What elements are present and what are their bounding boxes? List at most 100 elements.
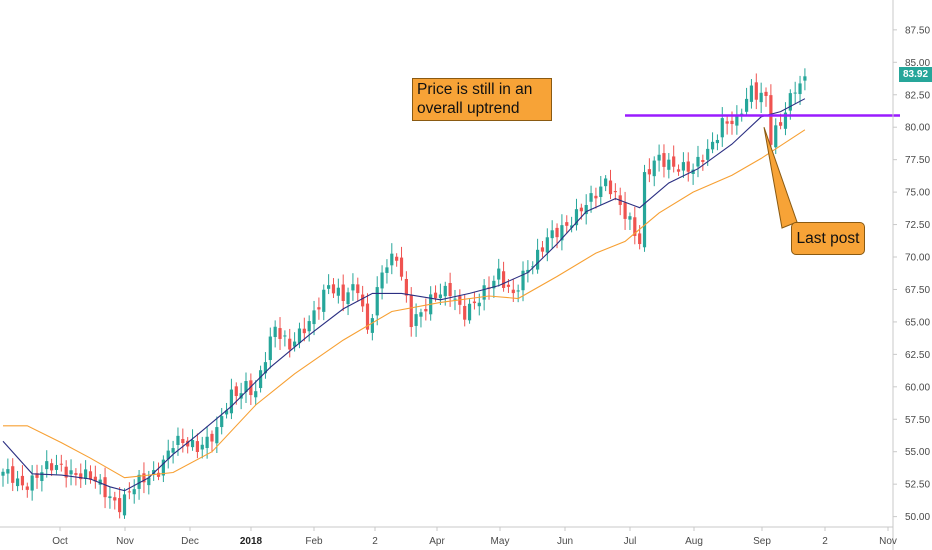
candle <box>419 308 423 328</box>
candle <box>550 220 554 249</box>
candle <box>744 87 749 116</box>
x-tick-label: Apr <box>429 536 445 547</box>
candle <box>783 102 788 136</box>
candle <box>399 246 404 281</box>
candle <box>608 169 613 200</box>
candle <box>15 470 20 492</box>
candle <box>395 253 399 267</box>
y-tick-label: 57.50 <box>905 415 930 426</box>
y-tick-label: 70.00 <box>905 253 930 264</box>
x-tick-label: Dec <box>181 536 199 547</box>
x-tick-label: 2 <box>372 536 378 547</box>
candle <box>696 145 700 178</box>
candle <box>156 462 161 481</box>
candle <box>331 278 336 299</box>
candle <box>327 274 331 295</box>
candle <box>30 465 34 501</box>
candle <box>676 164 681 176</box>
candle <box>715 134 720 151</box>
candle <box>613 183 617 201</box>
candle <box>152 461 156 481</box>
x-tick-label: Aug <box>685 536 703 547</box>
candle <box>118 487 122 519</box>
candle <box>307 315 311 342</box>
candle <box>404 271 408 303</box>
candle <box>132 479 136 504</box>
candle <box>98 474 102 495</box>
candle <box>604 175 608 192</box>
y-tick-label: 60.00 <box>905 382 930 393</box>
candle <box>25 482 29 498</box>
candle <box>424 298 428 321</box>
candle <box>322 284 326 321</box>
candle <box>375 276 379 326</box>
x-tick-label: Oct <box>52 536 68 547</box>
y-tick-label: 67.50 <box>905 285 930 296</box>
candle <box>467 299 472 324</box>
candle <box>652 156 656 187</box>
candle <box>710 132 715 154</box>
x-tick-label: Jun <box>557 536 573 547</box>
candle <box>346 287 350 316</box>
candle <box>312 300 316 336</box>
candle <box>681 152 685 178</box>
candle <box>365 293 370 334</box>
x-tick-label: 2 <box>822 536 828 547</box>
candle <box>545 228 549 262</box>
candle <box>438 283 442 305</box>
candle <box>127 482 131 500</box>
candle <box>278 317 282 350</box>
candle <box>574 198 579 231</box>
y-tick-label: 62.50 <box>905 350 930 361</box>
candle <box>317 297 321 320</box>
candle <box>458 289 462 315</box>
candle <box>463 295 467 327</box>
candle <box>754 73 758 110</box>
candle <box>20 465 25 491</box>
x-tick-label: Nov <box>879 536 897 547</box>
candle <box>166 439 170 469</box>
candle <box>254 380 258 405</box>
candle <box>35 464 39 489</box>
candle <box>181 428 185 453</box>
candle <box>414 303 418 337</box>
candle <box>137 469 141 500</box>
x-tick-label: Feb <box>305 536 323 547</box>
candle <box>798 75 802 105</box>
candle <box>657 144 661 172</box>
candle <box>370 313 374 341</box>
candle <box>599 175 603 206</box>
candle <box>69 459 73 486</box>
candle <box>667 153 671 179</box>
candle <box>516 284 520 303</box>
candle <box>79 463 83 488</box>
candle <box>336 278 340 304</box>
ma-fast-line <box>2 98 806 492</box>
candle <box>93 465 97 489</box>
y-tick-label: 65.00 <box>905 317 930 328</box>
candle <box>84 460 88 485</box>
candle <box>686 152 690 182</box>
y-tick-label: 80.00 <box>905 123 930 134</box>
candle <box>50 458 54 476</box>
candle <box>482 279 486 311</box>
candle <box>749 79 754 109</box>
candle <box>341 274 345 312</box>
candle <box>356 277 360 302</box>
y-tick-label: 82.50 <box>905 90 930 101</box>
candle <box>720 107 724 147</box>
candle <box>171 440 175 464</box>
candle <box>283 330 287 347</box>
candle <box>584 194 588 225</box>
candle <box>142 462 146 494</box>
candle <box>103 467 107 509</box>
candle <box>59 454 63 472</box>
candle <box>273 320 277 348</box>
candle <box>633 206 637 245</box>
candle <box>521 261 525 302</box>
candle <box>1 468 5 487</box>
candle <box>302 317 306 342</box>
candle <box>268 327 272 369</box>
candle <box>195 433 199 459</box>
